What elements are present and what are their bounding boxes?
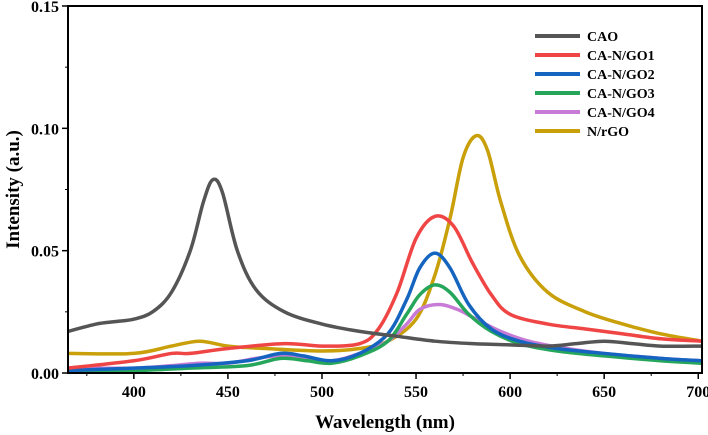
x-tick-label: 650 [592, 384, 616, 401]
legend-label-ca-n-go4: CA-N/GO4 [587, 106, 655, 121]
legend-item-ca-n-go2: CA-N/GO2 [535, 68, 655, 83]
x-tick-label: 450 [216, 384, 240, 401]
y-tick-label: 0.15 [31, 0, 59, 16]
series-line-cao [68, 177, 702, 349]
y-axis-title: Intensity (a.u.) [3, 130, 24, 249]
y-tick-label: 0.05 [31, 244, 59, 261]
legend-label-n-rgo: N/rGO [587, 125, 629, 140]
legend-item-cao: CAO [535, 30, 618, 45]
x-tick-label: 700 [686, 384, 708, 401]
series-line-ca-n-go1 [68, 214, 702, 370]
legend-item-ca-n-go1: CA-N/GO1 [535, 49, 655, 64]
series-line-ca-n-go2 [68, 251, 702, 373]
legend-label-ca-n-go1: CA-N/GO1 [587, 49, 655, 64]
legend-label-ca-n-go3: CA-N/GO3 [587, 87, 655, 102]
y-tick-label: 0.00 [31, 366, 59, 383]
series-line-ca-n-go3 [68, 283, 702, 373]
x-tick-label: 600 [498, 384, 522, 401]
x-tick-label: 500 [310, 384, 334, 401]
ticks-layer: 400 450 500 550 600 650 700 0.00 0.05 0.10 0.15 [31, 0, 708, 401]
legend-item-ca-n-go4: CA-N/GO4 [535, 106, 655, 121]
legend-label-ca-n-go2: CA-N/GO2 [587, 68, 655, 83]
x-axis-title: Wavelength (nm) [315, 412, 455, 433]
legend: CAO CA-N/GO1 CA-N/GO2 CA-N/GO3 CA-N/GO4 … [535, 30, 655, 140]
series-line-n-rgo [68, 133, 702, 356]
y-tick-label: 0.10 [31, 121, 59, 138]
legend-item-n-rgo: N/rGO [535, 125, 629, 140]
legend-label-cao: CAO [587, 30, 618, 45]
x-tick-label: 550 [404, 384, 428, 401]
series-layer [68, 133, 702, 373]
legend-item-ca-n-go3: CA-N/GO3 [535, 87, 655, 102]
x-tick-label: 400 [122, 384, 146, 401]
